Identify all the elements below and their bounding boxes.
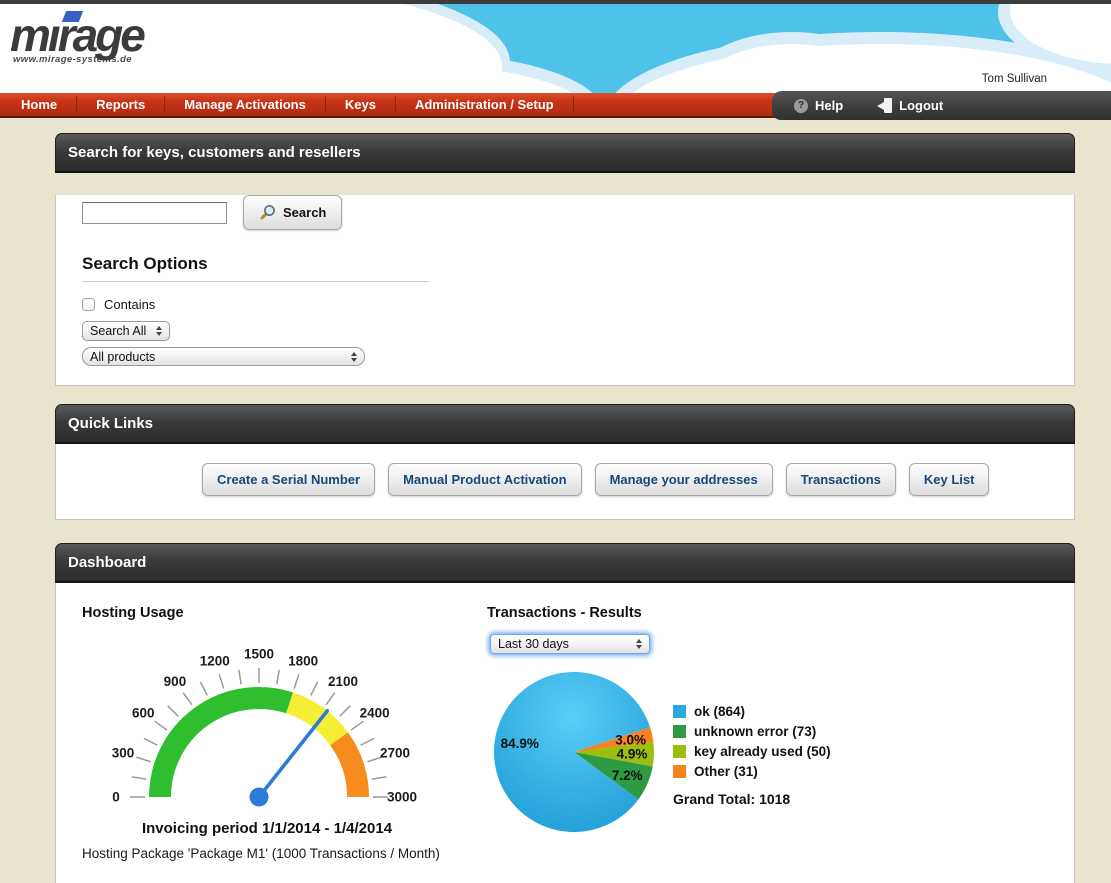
svg-text:900: 900 [164,674,187,689]
period-select[interactable]: Last 30 days [490,634,650,654]
legend-label: ok (864) [694,703,746,719]
svg-text:3000: 3000 [387,790,417,805]
svg-text:4.9%: 4.9% [617,747,648,762]
gauge-needle [257,708,330,799]
transactions-results-section: Transactions - Results Last 30 days 3.0%… [487,605,831,883]
search-button[interactable]: Search [243,195,343,230]
mirage-logo[interactable]: mırage www.mirage-systems.de [10,9,146,65]
legend-label: unknown error (73) [694,723,817,739]
search-panel: Search for keys, customers and resellers… [55,133,1075,386]
create-serial-number-button[interactable]: Create a Serial Number [202,463,376,496]
logout-button[interactable]: Logout [877,98,943,113]
invoicing-period-caption: Invoicing period 1/1/2014 - 1/4/2014 [141,820,393,837]
quick-links-title: Quick Links [55,404,1075,444]
hosting-usage-gauge: 0 300 600 900 1200 1500 1800 2100 2400 2700 3000 [112,647,417,807]
help-button[interactable]: ? Help [794,98,843,113]
product-select-value: All products [90,349,156,364]
key-list-button[interactable]: Key List [908,463,990,496]
page-header: mırage www.mirage-systems.de Tom Sulliva… [0,4,1111,93]
dashboard-title: Dashboard [55,543,1075,583]
search-options-title: Search Options [82,254,429,282]
search-button-label: Search [283,205,327,220]
legend-item: key already used (50) [673,741,831,761]
legend-swatch [673,744,686,758]
svg-text:1200: 1200 [200,653,230,668]
window-top-strip [0,0,1111,4]
legend-label: Other (31) [694,763,758,779]
pie-slice [574,727,654,752]
transactions-button[interactable]: Transactions [785,463,896,496]
svg-text:7.2%: 7.2% [612,768,643,783]
legend-item: unknown error (73) [673,721,831,741]
logo-i-dot [61,11,84,22]
legend-swatch [673,764,686,778]
select-stepper-icon [156,326,162,336]
logged-in-user-name: Tom Sullivan [981,73,1047,85]
logout-icon [877,98,893,113]
magnifier-icon [260,205,275,220]
select-stepper-icon [351,351,357,362]
search-field-select-value: Search All [90,324,147,338]
svg-text:0: 0 [112,790,120,805]
svg-text:2700: 2700 [380,745,410,760]
pie-legend: ok (864) unknown error (73) key already … [673,668,831,836]
help-label: Help [815,98,844,113]
svg-text:84.9%: 84.9% [501,736,539,751]
pie-slice [494,672,651,832]
pie-slice [574,752,653,800]
logo-wordmark: mırage [10,9,146,61]
help-icon: ? [794,98,808,113]
legend-item: Other (31) [673,761,831,781]
main-navbar: Home Reports Manage Activations Keys Adm… [0,91,1111,120]
product-select[interactable]: All products [82,347,365,366]
svg-text:2100: 2100 [328,674,358,689]
transactions-pie-chart: 3.0%4.9% 7.2% 84.9% [494,672,654,832]
manage-addresses-button[interactable]: Manage your addresses [594,463,773,496]
svg-text:3.0%: 3.0% [615,732,646,747]
search-input[interactable] [82,201,227,224]
hosting-usage-section: Hosting Usage 0 300 600 900 1200 1500 1800 2100… [82,605,482,883]
svg-text:2400: 2400 [360,705,390,720]
hosting-package-caption: Hosting Package 'Package M1' (1000 Trans… [82,846,440,861]
contains-label: Contains [104,297,156,312]
nav-item-manage-activations[interactable]: Manage Activations [165,96,326,113]
nav-menu: Home Reports Manage Activations Keys Adm… [0,93,1111,116]
svg-text:300: 300 [112,745,135,760]
contains-checkbox[interactable] [82,298,95,311]
nav-item-reports[interactable]: Reports [77,96,166,113]
hosting-usage-title: Hosting Usage [82,605,184,621]
select-stepper-icon [636,639,642,649]
logo-url-text: www.mirage-systems.de [13,54,132,65]
legend-label: key already used (50) [694,743,831,759]
nav-item-administration-setup[interactable]: Administration / Setup [396,96,574,113]
quick-links-panel: Quick Links Create a Serial Number Manua… [55,404,1075,520]
nav-utility-bar: ? Help Logout [772,91,1111,120]
search-panel-title: Search for keys, customers and resellers [55,133,1075,173]
legend-item: ok (864) [673,701,831,721]
svg-text:1500: 1500 [244,647,274,662]
search-field-select[interactable]: Search All [82,321,170,341]
svg-text:600: 600 [132,705,155,720]
legend-swatch [673,724,686,738]
legend-swatch [673,704,686,718]
nav-item-keys[interactable]: Keys [326,96,396,113]
svg-text:1800: 1800 [288,653,318,668]
period-select-value: Last 30 days [498,637,569,651]
gauge-needle-hub [249,787,269,807]
manual-product-activation-button[interactable]: Manual Product Activation [388,463,582,496]
sky-clouds-background [0,4,1111,93]
logout-label: Logout [899,98,944,113]
grand-total-label: Grand Total: 1018 [673,791,791,807]
pie-slice [574,741,654,767]
dashboard-panel: Dashboard Hosting Usage 0 300 600 900 1200 15… [55,543,1075,883]
nav-item-home[interactable]: Home [2,96,78,113]
transactions-results-title: Transactions - Results [487,605,642,621]
